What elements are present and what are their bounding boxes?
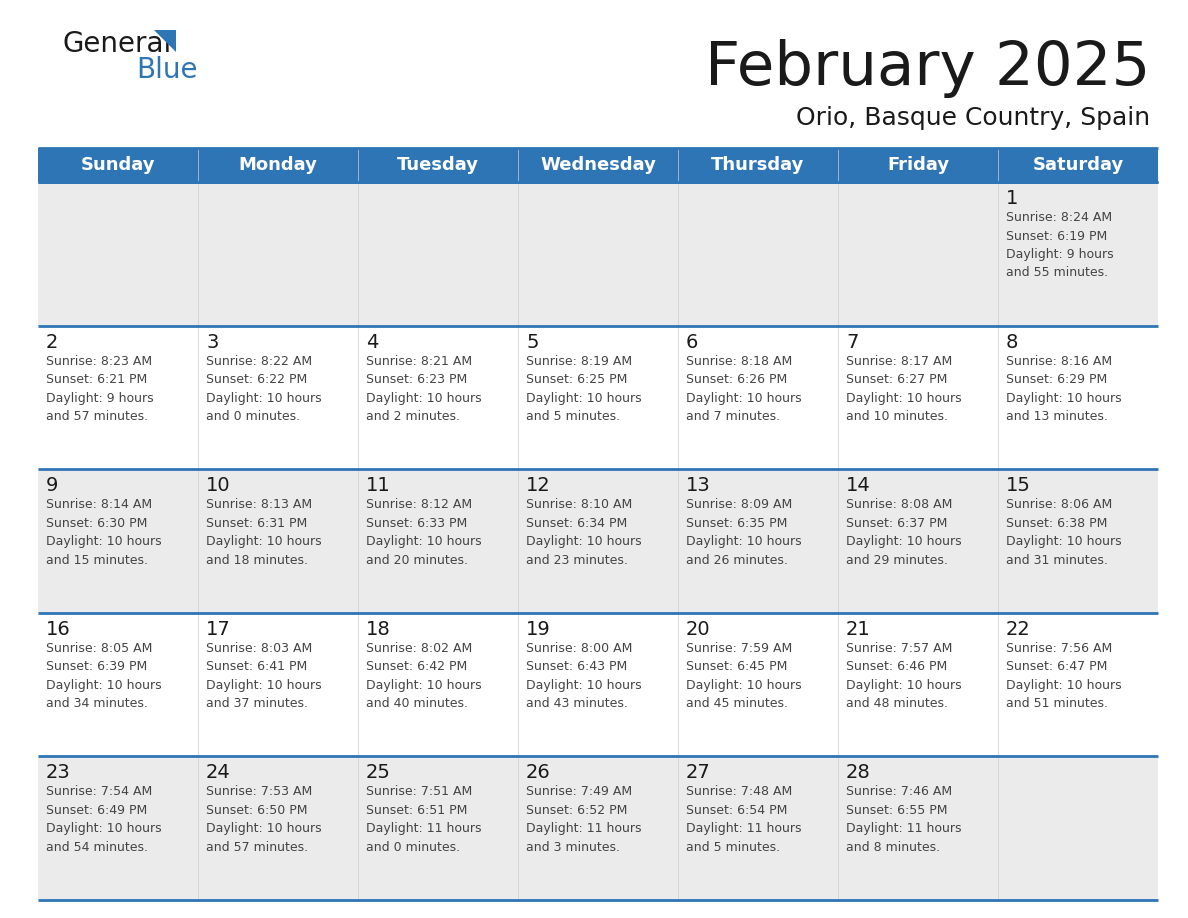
Text: Wednesday: Wednesday: [541, 156, 656, 174]
Text: Sunrise: 8:12 AM
Sunset: 6:33 PM
Daylight: 10 hours
and 20 minutes.: Sunrise: 8:12 AM Sunset: 6:33 PM Dayligh…: [366, 498, 481, 566]
Text: 16: 16: [46, 620, 71, 639]
Text: 5: 5: [526, 332, 538, 352]
Text: February 2025: February 2025: [704, 39, 1150, 98]
Bar: [38, 469, 1158, 613]
Text: 24: 24: [206, 764, 230, 782]
Text: 19: 19: [526, 620, 551, 639]
Text: 14: 14: [846, 476, 871, 495]
Text: Sunrise: 8:05 AM
Sunset: 6:39 PM
Daylight: 10 hours
and 34 minutes.: Sunrise: 8:05 AM Sunset: 6:39 PM Dayligh…: [46, 642, 162, 711]
Bar: [358, 148, 518, 182]
Text: 28: 28: [846, 764, 871, 782]
Text: Sunrise: 7:53 AM
Sunset: 6:50 PM
Daylight: 10 hours
and 57 minutes.: Sunrise: 7:53 AM Sunset: 6:50 PM Dayligh…: [206, 786, 322, 854]
Text: General: General: [62, 30, 171, 58]
Bar: [38, 182, 1158, 326]
Text: 25: 25: [366, 764, 391, 782]
Text: Orio, Basque Country, Spain: Orio, Basque Country, Spain: [796, 106, 1150, 130]
Text: 3: 3: [206, 332, 219, 352]
Text: Sunrise: 8:03 AM
Sunset: 6:41 PM
Daylight: 10 hours
and 37 minutes.: Sunrise: 8:03 AM Sunset: 6:41 PM Dayligh…: [206, 642, 322, 711]
Text: 20: 20: [685, 620, 710, 639]
Text: 23: 23: [46, 764, 71, 782]
Bar: [518, 148, 678, 182]
Text: Sunrise: 8:16 AM
Sunset: 6:29 PM
Daylight: 10 hours
and 13 minutes.: Sunrise: 8:16 AM Sunset: 6:29 PM Dayligh…: [1006, 354, 1121, 423]
Text: 12: 12: [526, 476, 551, 495]
Text: 7: 7: [846, 332, 859, 352]
Text: 21: 21: [846, 620, 871, 639]
Text: Sunrise: 7:59 AM
Sunset: 6:45 PM
Daylight: 10 hours
and 45 minutes.: Sunrise: 7:59 AM Sunset: 6:45 PM Dayligh…: [685, 642, 802, 711]
Bar: [38, 148, 198, 182]
Text: 6: 6: [685, 332, 699, 352]
Text: Sunrise: 8:09 AM
Sunset: 6:35 PM
Daylight: 10 hours
and 26 minutes.: Sunrise: 8:09 AM Sunset: 6:35 PM Dayligh…: [685, 498, 802, 566]
Bar: [38, 613, 1158, 756]
Text: 2: 2: [46, 332, 58, 352]
Bar: [38, 326, 1158, 469]
Text: 13: 13: [685, 476, 710, 495]
Text: 9: 9: [46, 476, 58, 495]
Text: Sunrise: 8:14 AM
Sunset: 6:30 PM
Daylight: 10 hours
and 15 minutes.: Sunrise: 8:14 AM Sunset: 6:30 PM Dayligh…: [46, 498, 162, 566]
Text: Sunday: Sunday: [81, 156, 156, 174]
Text: 22: 22: [1006, 620, 1031, 639]
Text: Sunrise: 8:02 AM
Sunset: 6:42 PM
Daylight: 10 hours
and 40 minutes.: Sunrise: 8:02 AM Sunset: 6:42 PM Dayligh…: [366, 642, 481, 711]
Text: Sunrise: 7:46 AM
Sunset: 6:55 PM
Daylight: 11 hours
and 8 minutes.: Sunrise: 7:46 AM Sunset: 6:55 PM Dayligh…: [846, 786, 961, 854]
Polygon shape: [154, 30, 176, 52]
Bar: [838, 148, 998, 182]
Text: Sunrise: 7:51 AM
Sunset: 6:51 PM
Daylight: 11 hours
and 0 minutes.: Sunrise: 7:51 AM Sunset: 6:51 PM Dayligh…: [366, 786, 481, 854]
Text: Sunrise: 7:57 AM
Sunset: 6:46 PM
Daylight: 10 hours
and 48 minutes.: Sunrise: 7:57 AM Sunset: 6:46 PM Dayligh…: [846, 642, 961, 711]
Text: Sunrise: 8:18 AM
Sunset: 6:26 PM
Daylight: 10 hours
and 7 minutes.: Sunrise: 8:18 AM Sunset: 6:26 PM Dayligh…: [685, 354, 802, 423]
Text: Sunrise: 7:49 AM
Sunset: 6:52 PM
Daylight: 11 hours
and 3 minutes.: Sunrise: 7:49 AM Sunset: 6:52 PM Dayligh…: [526, 786, 642, 854]
Text: Saturday: Saturday: [1032, 156, 1124, 174]
Text: Sunrise: 8:22 AM
Sunset: 6:22 PM
Daylight: 10 hours
and 0 minutes.: Sunrise: 8:22 AM Sunset: 6:22 PM Dayligh…: [206, 354, 322, 423]
Text: 11: 11: [366, 476, 391, 495]
Text: Sunrise: 7:54 AM
Sunset: 6:49 PM
Daylight: 10 hours
and 54 minutes.: Sunrise: 7:54 AM Sunset: 6:49 PM Dayligh…: [46, 786, 162, 854]
Text: 17: 17: [206, 620, 230, 639]
Text: Sunrise: 8:24 AM
Sunset: 6:19 PM
Daylight: 9 hours
and 55 minutes.: Sunrise: 8:24 AM Sunset: 6:19 PM Dayligh…: [1006, 211, 1113, 279]
Text: Sunrise: 8:06 AM
Sunset: 6:38 PM
Daylight: 10 hours
and 31 minutes.: Sunrise: 8:06 AM Sunset: 6:38 PM Dayligh…: [1006, 498, 1121, 566]
Text: 27: 27: [685, 764, 710, 782]
Text: 8: 8: [1006, 332, 1018, 352]
Text: Sunrise: 8:08 AM
Sunset: 6:37 PM
Daylight: 10 hours
and 29 minutes.: Sunrise: 8:08 AM Sunset: 6:37 PM Dayligh…: [846, 498, 961, 566]
Text: Thursday: Thursday: [712, 156, 804, 174]
Bar: [998, 148, 1158, 182]
Text: Sunrise: 8:17 AM
Sunset: 6:27 PM
Daylight: 10 hours
and 10 minutes.: Sunrise: 8:17 AM Sunset: 6:27 PM Dayligh…: [846, 354, 961, 423]
Text: 1: 1: [1006, 189, 1018, 208]
Bar: [38, 756, 1158, 900]
Text: 4: 4: [366, 332, 378, 352]
Text: 26: 26: [526, 764, 551, 782]
Text: Tuesday: Tuesday: [397, 156, 479, 174]
Text: Blue: Blue: [135, 56, 197, 84]
Text: Sunrise: 8:13 AM
Sunset: 6:31 PM
Daylight: 10 hours
and 18 minutes.: Sunrise: 8:13 AM Sunset: 6:31 PM Dayligh…: [206, 498, 322, 566]
Text: 10: 10: [206, 476, 230, 495]
Text: Sunrise: 7:48 AM
Sunset: 6:54 PM
Daylight: 11 hours
and 5 minutes.: Sunrise: 7:48 AM Sunset: 6:54 PM Dayligh…: [685, 786, 802, 854]
Text: Monday: Monday: [239, 156, 317, 174]
Bar: [198, 148, 358, 182]
Text: Sunrise: 8:00 AM
Sunset: 6:43 PM
Daylight: 10 hours
and 43 minutes.: Sunrise: 8:00 AM Sunset: 6:43 PM Dayligh…: [526, 642, 642, 711]
Text: Sunrise: 8:21 AM
Sunset: 6:23 PM
Daylight: 10 hours
and 2 minutes.: Sunrise: 8:21 AM Sunset: 6:23 PM Dayligh…: [366, 354, 481, 423]
Bar: [678, 148, 838, 182]
Text: Friday: Friday: [887, 156, 949, 174]
Text: Sunrise: 8:10 AM
Sunset: 6:34 PM
Daylight: 10 hours
and 23 minutes.: Sunrise: 8:10 AM Sunset: 6:34 PM Dayligh…: [526, 498, 642, 566]
Text: Sunrise: 8:23 AM
Sunset: 6:21 PM
Daylight: 9 hours
and 57 minutes.: Sunrise: 8:23 AM Sunset: 6:21 PM Dayligh…: [46, 354, 153, 423]
Text: Sunrise: 7:56 AM
Sunset: 6:47 PM
Daylight: 10 hours
and 51 minutes.: Sunrise: 7:56 AM Sunset: 6:47 PM Dayligh…: [1006, 642, 1121, 711]
Text: 15: 15: [1006, 476, 1031, 495]
Text: Sunrise: 8:19 AM
Sunset: 6:25 PM
Daylight: 10 hours
and 5 minutes.: Sunrise: 8:19 AM Sunset: 6:25 PM Dayligh…: [526, 354, 642, 423]
Text: 18: 18: [366, 620, 391, 639]
